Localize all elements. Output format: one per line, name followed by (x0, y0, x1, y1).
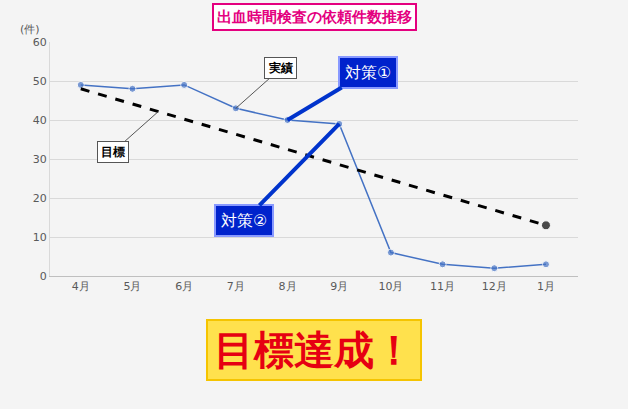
svg-text:7月: 7月 (227, 280, 245, 293)
svg-text:1月: 1月 (537, 280, 555, 293)
svg-text:対策①: 対策① (345, 63, 391, 82)
svg-text:0: 0 (40, 270, 47, 283)
svg-text:60: 60 (33, 36, 47, 49)
svg-text:40: 40 (33, 114, 47, 127)
svg-text:4月: 4月 (72, 280, 90, 293)
svg-text:20: 20 (33, 192, 47, 205)
svg-text:50: 50 (33, 75, 47, 88)
svg-text:30: 30 (33, 153, 47, 166)
svg-text:(件): (件) (20, 23, 40, 36)
svg-text:実績: 実績 (268, 61, 293, 75)
svg-text:出血時間検査の依頼件数推移: 出血時間検査の依頼件数推移 (217, 8, 412, 26)
svg-text:目標: 目標 (101, 145, 125, 159)
svg-text:10: 10 (33, 231, 47, 244)
svg-text:9月: 9月 (330, 280, 348, 293)
svg-text:6月: 6月 (175, 280, 193, 293)
svg-text:5月: 5月 (123, 280, 141, 293)
svg-text:10月: 10月 (378, 280, 403, 293)
svg-text:目標達成！: 目標達成！ (214, 327, 414, 373)
svg-text:8月: 8月 (279, 280, 297, 293)
svg-text:11月: 11月 (430, 280, 455, 293)
svg-text:対策②: 対策② (221, 211, 267, 230)
svg-text:12月: 12月 (482, 280, 507, 293)
